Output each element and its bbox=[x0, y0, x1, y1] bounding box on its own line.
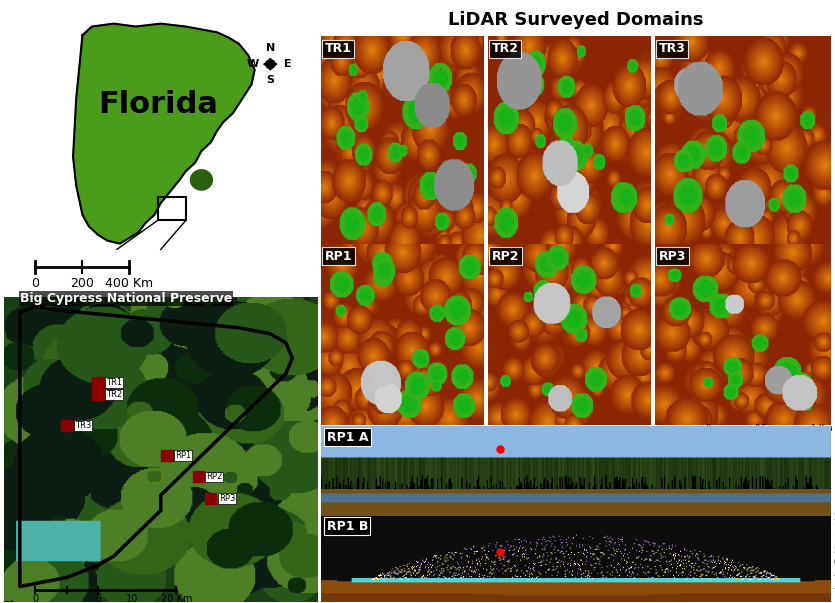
Text: W: W bbox=[247, 59, 259, 69]
Text: S: S bbox=[266, 75, 275, 85]
Text: -2: -2 bbox=[833, 584, 835, 593]
Bar bbox=[158, 197, 186, 221]
Bar bbox=[193, 472, 204, 482]
Text: RP1: RP1 bbox=[325, 250, 352, 263]
Text: 20: 20 bbox=[833, 513, 835, 522]
Text: Florida: Florida bbox=[99, 90, 218, 119]
Text: 0: 0 bbox=[33, 594, 38, 603]
Text: 0: 0 bbox=[706, 424, 711, 432]
Bar bbox=[161, 450, 173, 461]
Text: 15: 15 bbox=[833, 524, 835, 533]
Text: RP2: RP2 bbox=[492, 250, 519, 263]
Text: TR2: TR2 bbox=[492, 42, 519, 55]
Text: Big Cypress National Preserve: Big Cypress National Preserve bbox=[20, 292, 232, 305]
Text: RP3: RP3 bbox=[659, 250, 686, 263]
Text: TR1: TR1 bbox=[325, 42, 352, 55]
Text: E: E bbox=[284, 59, 291, 69]
Text: 10: 10 bbox=[833, 535, 835, 545]
Text: TR3: TR3 bbox=[74, 421, 91, 430]
Text: 1 Km: 1 Km bbox=[812, 424, 832, 432]
Circle shape bbox=[190, 170, 212, 190]
Circle shape bbox=[266, 60, 275, 69]
Text: 5: 5 bbox=[95, 594, 101, 603]
Text: 5: 5 bbox=[833, 546, 835, 555]
Text: -1: -1 bbox=[833, 572, 835, 581]
Text: 400 Km: 400 Km bbox=[105, 277, 154, 290]
Text: RP1 A: RP1 A bbox=[326, 431, 368, 444]
Text: TR2: TR2 bbox=[106, 390, 122, 399]
Text: LiDAR Surveyed Domains: LiDAR Surveyed Domains bbox=[448, 11, 704, 29]
Polygon shape bbox=[73, 24, 255, 244]
Text: TR1: TR1 bbox=[106, 378, 122, 387]
Text: RP1 B: RP1 B bbox=[326, 520, 368, 533]
Bar bbox=[205, 493, 216, 504]
Text: N: N bbox=[266, 43, 275, 53]
Text: 0: 0 bbox=[833, 558, 835, 567]
Bar bbox=[93, 390, 104, 400]
Text: RP3: RP3 bbox=[219, 494, 235, 503]
Text: 0: 0 bbox=[32, 277, 39, 290]
Text: 10: 10 bbox=[126, 594, 139, 603]
Text: 20 Km: 20 Km bbox=[160, 594, 192, 603]
Bar bbox=[61, 420, 73, 431]
Text: RP2: RP2 bbox=[206, 472, 222, 481]
Text: 0.5: 0.5 bbox=[754, 424, 767, 432]
Bar bbox=[93, 377, 104, 388]
Text: RP1: RP1 bbox=[175, 451, 191, 460]
Text: 200: 200 bbox=[70, 277, 94, 290]
Text: TR3: TR3 bbox=[659, 42, 686, 55]
